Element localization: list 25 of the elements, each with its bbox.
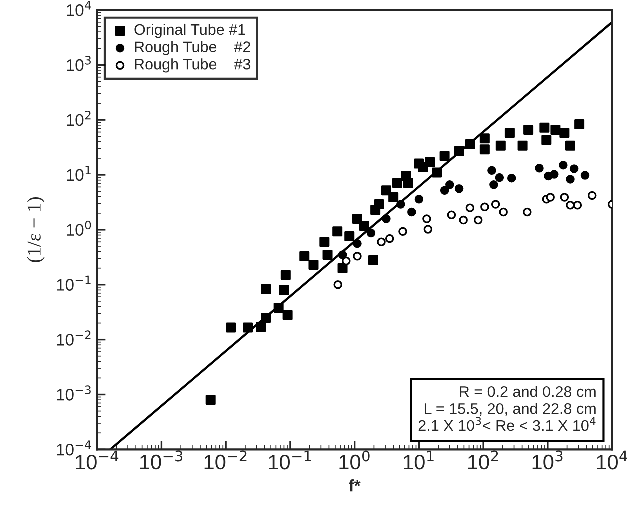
- y-tick-label: 10$^{0}$: [67, 220, 92, 236]
- annotation: R = 0.2 and 0.28 cm: [460, 386, 596, 398]
- y-tick-label: 10$^{1}$: [67, 166, 91, 182]
- x-axis-title: f*: [349, 480, 361, 492]
- x-tick-label: 10$^{−3}$: [140, 450, 183, 470]
- x-tick-label: 10$^{1}$: [404, 450, 434, 470]
- x-tick-label: 10$^{2}$: [468, 450, 498, 470]
- legend-label: Rough Tube #3: [135, 58, 251, 73]
- annotation: L = 15.5, 20, and 22.8 cm: [424, 403, 596, 416]
- legend-label: Original Tube #1: [134, 24, 246, 38]
- legend-label: Rough Tube #2: [135, 41, 250, 56]
- x-tick-label: 10$^{−1}$: [269, 450, 312, 470]
- x-tick-label: 10$^{−2}$: [204, 450, 247, 470]
- y-tick-label: 10$^{−3}$: [57, 386, 91, 401]
- y-tick-label: 10$^{2}$: [67, 110, 91, 126]
- annotation: 2.1 X 10$^{3}$< Re < 3.1 X 10$^{4}$: [418, 417, 596, 432]
- y-tick-label: 10$^{−1}$: [57, 276, 91, 291]
- y-tick-label: 10$^{−2}$: [57, 330, 91, 346]
- y-tick-label: 10$^{4}$: [67, 1, 92, 16]
- x-tick-label: 10$^{3}$: [532, 450, 563, 470]
- x-tick-label: 10$^{0}$: [340, 450, 370, 470]
- x-tick-label: 10$^{4}$: [597, 450, 628, 470]
- y-tick-label: 10$^{3}$: [67, 56, 91, 72]
- y-axis-title: (1/ε − 1): [27, 197, 45, 262]
- y-tick-label: 10$^{−4}$: [57, 440, 92, 456]
